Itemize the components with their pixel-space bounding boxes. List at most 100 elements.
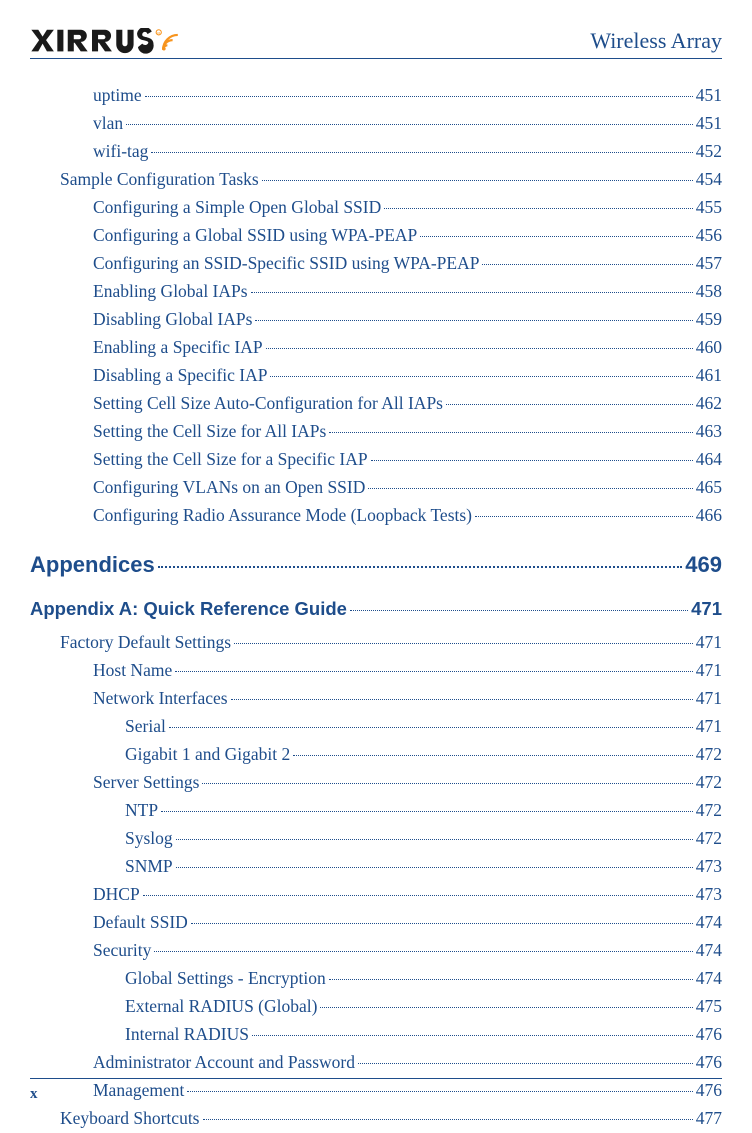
toc-label: Setting the Cell Size for All IAPs	[93, 417, 326, 445]
toc-label: Global Settings - Encryption	[125, 964, 326, 992]
toc-leader-dots	[262, 180, 693, 181]
appendices-heading[interactable]: Appendices 469	[30, 547, 722, 582]
toc-label: Setting Cell Size Auto-Configuration for…	[93, 389, 443, 417]
toc-leader-dots	[169, 727, 693, 728]
toc-label: Syslog	[125, 824, 173, 852]
toc-leader-dots	[482, 264, 692, 265]
toc-entry[interactable]: Sample Configuration Tasks 454	[30, 165, 722, 193]
toc-label: Configuring Radio Assurance Mode (Loopba…	[93, 501, 472, 529]
toc-page-number: 471	[696, 656, 722, 684]
toc-leader-dots	[320, 1007, 692, 1008]
toc-entry[interactable]: Disabling Global IAPs 459	[30, 305, 722, 333]
toc-label: Default SSID	[93, 908, 188, 936]
toc-entry[interactable]: Default SSID 474	[30, 908, 722, 936]
toc-label: Disabling Global IAPs	[93, 305, 252, 333]
toc-label: NTP	[125, 796, 158, 824]
toc-leader-dots	[158, 566, 683, 568]
toc-entry[interactable]: SNMP 473	[30, 852, 722, 880]
toc-page-number: 472	[696, 768, 722, 796]
toc-page-number: 474	[696, 908, 722, 936]
toc-entry[interactable]: Configuring VLANs on an Open SSID 465	[30, 473, 722, 501]
toc-leader-dots	[270, 376, 692, 377]
toc-label: wifi-tag	[93, 137, 148, 165]
toc-entry[interactable]: vlan 451	[30, 109, 722, 137]
toc-leader-dots	[266, 348, 693, 349]
toc-page-number: 472	[696, 740, 722, 768]
toc-entry[interactable]: Enabling a Specific IAP 460	[30, 333, 722, 361]
toc-entry[interactable]: Disabling a Specific IAP 461	[30, 361, 722, 389]
toc-label: Keyboard Shortcuts	[60, 1104, 200, 1132]
toc-page-number: 466	[696, 501, 722, 529]
toc-page-number: 474	[696, 964, 722, 992]
toc-entry[interactable]: wifi-tag 452	[30, 137, 722, 165]
appendix-a-heading[interactable]: Appendix A: Quick Reference Guide 471	[30, 594, 722, 624]
toc-entry[interactable]: Keyboard Shortcuts 477	[30, 1104, 722, 1132]
toc-entry[interactable]: Administrator Account and Password 476	[30, 1048, 722, 1076]
toc-label: Factory Default Settings	[60, 628, 231, 656]
toc-label: vlan	[93, 109, 123, 137]
toc-entry[interactable]: NTP 472	[30, 796, 722, 824]
toc-page-number: 475	[696, 992, 722, 1020]
toc-page-number: 476	[696, 1020, 722, 1048]
toc-entry[interactable]: Network Interfaces 471	[30, 684, 722, 712]
toc-page-number: 465	[696, 473, 722, 501]
toc-label: Administrator Account and Password	[93, 1048, 355, 1076]
toc-page-number: 471	[696, 684, 722, 712]
toc-leader-dots	[368, 488, 692, 489]
toc-label: Network Interfaces	[93, 684, 228, 712]
toc-entry[interactable]: Syslog 472	[30, 824, 722, 852]
toc-entry[interactable]: Internal RADIUS 476	[30, 1020, 722, 1048]
toc-page-number: 477	[696, 1104, 722, 1132]
toc-page-number: 472	[696, 796, 722, 824]
toc-label: Enabling Global IAPs	[93, 277, 248, 305]
toc-entry[interactable]: Enabling Global IAPs 458	[30, 277, 722, 305]
toc-entry[interactable]: Gigabit 1 and Gigabit 2 472	[30, 740, 722, 768]
toc-entry[interactable]: DHCP 473	[30, 880, 722, 908]
toc-leader-dots	[231, 699, 693, 700]
toc-page-number: 452	[696, 137, 722, 165]
toc-page-number: 469	[685, 547, 722, 582]
toc-page-number: 461	[696, 361, 722, 389]
toc-entry[interactable]: Factory Default Settings 471	[30, 628, 722, 656]
toc-leader-dots	[475, 516, 693, 517]
toc-entry[interactable]: Configuring a Global SSID using WPA-PEAP…	[30, 221, 722, 249]
toc-entry[interactable]: Setting Cell Size Auto-Configuration for…	[30, 389, 722, 417]
toc-label: Appendix A: Quick Reference Guide	[30, 594, 347, 624]
toc-leader-dots	[151, 152, 692, 153]
toc-leader-dots	[358, 1063, 693, 1064]
toc-leader-dots	[145, 96, 693, 97]
toc-entry[interactable]: Configuring Radio Assurance Mode (Loopba…	[30, 501, 722, 529]
toc-entry[interactable]: Configuring a Simple Open Global SSID 45…	[30, 193, 722, 221]
toc-leader-dots	[293, 755, 692, 756]
toc-label: Security	[93, 936, 151, 964]
toc-label: Configuring a Simple Open Global SSID	[93, 193, 381, 221]
toc-label: DHCP	[93, 880, 140, 908]
toc-label: SNMP	[125, 852, 173, 880]
toc-leader-dots	[252, 1035, 693, 1036]
toc-label: Appendices	[30, 547, 155, 582]
toc-entry[interactable]: Configuring an SSID-Specific SSID using …	[30, 249, 722, 277]
toc-entry[interactable]: Serial 471	[30, 712, 722, 740]
toc-entry[interactable]: Global Settings - Encryption 474	[30, 964, 722, 992]
toc-entry[interactable]: External RADIUS (Global) 475	[30, 992, 722, 1020]
toc-entry[interactable]: Setting the Cell Size for a Specific IAP…	[30, 445, 722, 473]
page-header: R Wireless Array	[30, 28, 722, 59]
toc-entry[interactable]: uptime 451	[30, 81, 722, 109]
svg-text:R: R	[157, 31, 160, 36]
toc-container: uptime 451vlan 451wifi-tag 452Sample Con…	[30, 81, 722, 1132]
toc-entry[interactable]: Server Settings 472	[30, 768, 722, 796]
toc-leader-dots	[384, 208, 693, 209]
toc-label: Server Settings	[93, 768, 199, 796]
toc-page-number: 455	[696, 193, 722, 221]
toc-page-number: 464	[696, 445, 722, 473]
toc-entry[interactable]: Setting the Cell Size for All IAPs 463	[30, 417, 722, 445]
toc-leader-dots	[446, 404, 693, 405]
toc-page-number: 456	[696, 221, 722, 249]
toc-label: Host Name	[93, 656, 172, 684]
toc-label: Configuring a Global SSID using WPA-PEAP	[93, 221, 417, 249]
toc-page-number: 451	[696, 81, 722, 109]
toc-leader-dots	[329, 432, 692, 433]
toc-page-number: 474	[696, 936, 722, 964]
toc-entry[interactable]: Host Name 471	[30, 656, 722, 684]
toc-entry[interactable]: Security 474	[30, 936, 722, 964]
